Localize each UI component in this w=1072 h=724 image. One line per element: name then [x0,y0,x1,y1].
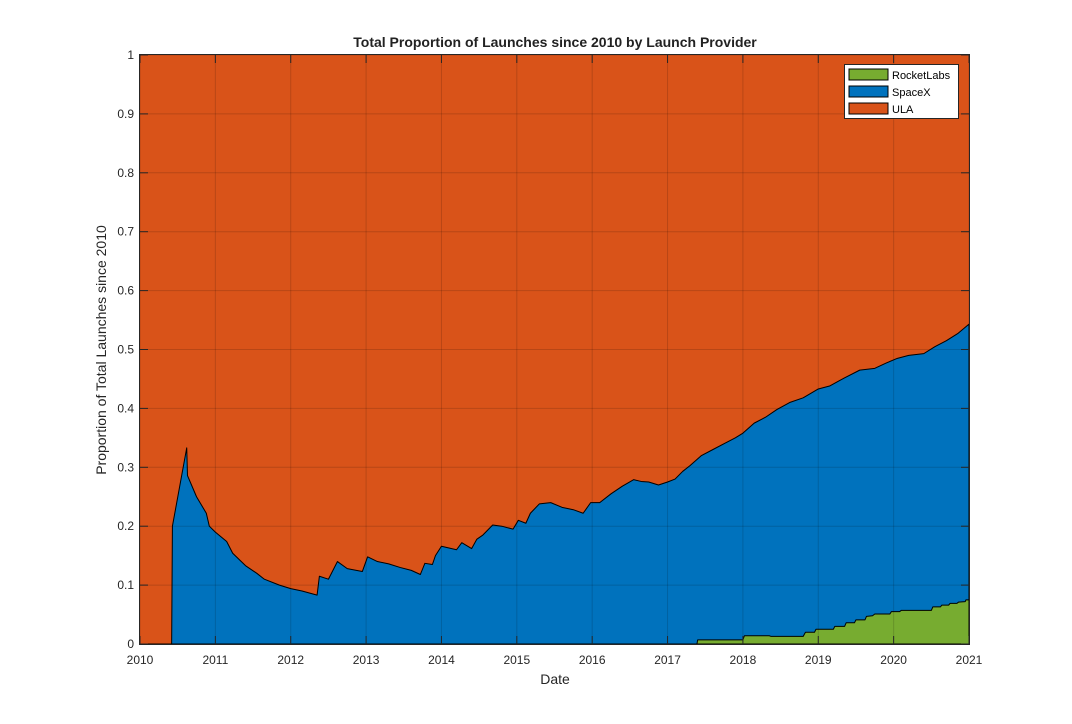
grid-layer [139,54,970,645]
x-tick-label: 2014 [428,653,455,667]
x-tick-label: 2011 [202,653,228,667]
x-tick-label: 2015 [503,653,530,667]
x-tick-label: 2017 [654,653,681,667]
y-tick-label: 1 [127,48,134,62]
y-tick-label: 0 [127,637,134,651]
x-tick-label: 2010 [127,653,154,667]
chart-title: Total Proportion of Launches since 2010 … [353,34,757,50]
series-area-spacex [139,323,970,645]
legend-label-spacex: SpaceX [892,87,931,99]
y-tick-label: 0.5 [117,343,134,357]
y-tick-label: 0.9 [117,107,134,121]
x-tick-label: 2021 [956,653,983,667]
y-tick-label: 0.8 [117,166,134,180]
legend-label-ula: ULA [892,104,914,116]
legend-swatch-spacex [848,85,889,98]
x-tick-label: 2018 [730,653,757,667]
legend: RocketLabs SpaceX ULA [844,64,959,119]
series-area-rocketlabs [139,599,970,645]
tick-layer: 2010 2011 2012 2013 2014 2015 2016 2017 2018 2019… [117,48,982,667]
x-tick-label: 2013 [353,653,380,667]
legend-swatch-rocketlabs [848,68,889,81]
x-tick-label: 2012 [277,653,304,667]
x-tick-label: 2020 [880,653,907,667]
area-layer [139,55,970,645]
y-tick-label: 0.6 [117,284,134,298]
x-axis-label: Date [540,671,570,687]
y-tick-label: 0.7 [117,225,134,239]
plot-box [139,54,970,645]
x-tick-label: 2019 [805,653,832,667]
y-tick-label: 0.3 [117,460,134,474]
x-tick-label: 2016 [579,653,606,667]
legend-swatch-ula [848,102,889,115]
y-tick-label: 0.2 [117,519,134,533]
y-axis-label: Proportion of Total Launches since 2010 [93,225,109,475]
legend-label-rocketlabs: RocketLabs [892,70,951,82]
y-tick-label: 0.1 [117,578,134,592]
y-tick-label: 0.4 [117,401,134,415]
